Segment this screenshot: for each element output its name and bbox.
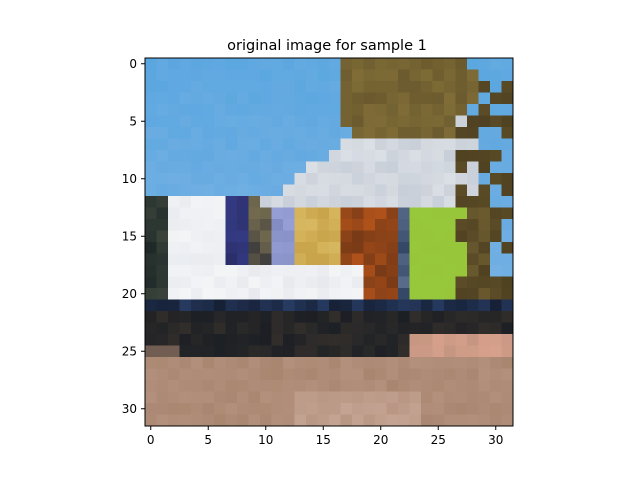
y-tick-label: 15 bbox=[122, 229, 137, 243]
y-tick-label: 10 bbox=[122, 172, 137, 186]
x-tick-label: 10 bbox=[258, 433, 273, 447]
image-pixel-grid bbox=[145, 58, 514, 427]
y-tick-label: 25 bbox=[122, 344, 137, 358]
axes-frame bbox=[144, 57, 514, 427]
y-axis-ticks: 0 5 10 15 20 25 30 bbox=[122, 57, 145, 416]
x-tick-label: 30 bbox=[488, 433, 503, 447]
x-tick-label: 0 bbox=[147, 433, 155, 447]
x-axis-ticks: 0 5 10 15 20 25 30 bbox=[147, 426, 503, 447]
chart-title: original image for sample 1 bbox=[227, 38, 427, 54]
y-tick-label: 5 bbox=[129, 114, 137, 128]
y-tick-label: 30 bbox=[122, 402, 137, 416]
x-tick-label: 15 bbox=[316, 433, 331, 447]
x-tick-label: 20 bbox=[373, 433, 388, 447]
x-tick-label: 25 bbox=[431, 433, 446, 447]
y-tick-label: 0 bbox=[129, 57, 137, 71]
y-tick-label: 20 bbox=[122, 287, 137, 301]
x-tick-label: 5 bbox=[204, 433, 212, 447]
